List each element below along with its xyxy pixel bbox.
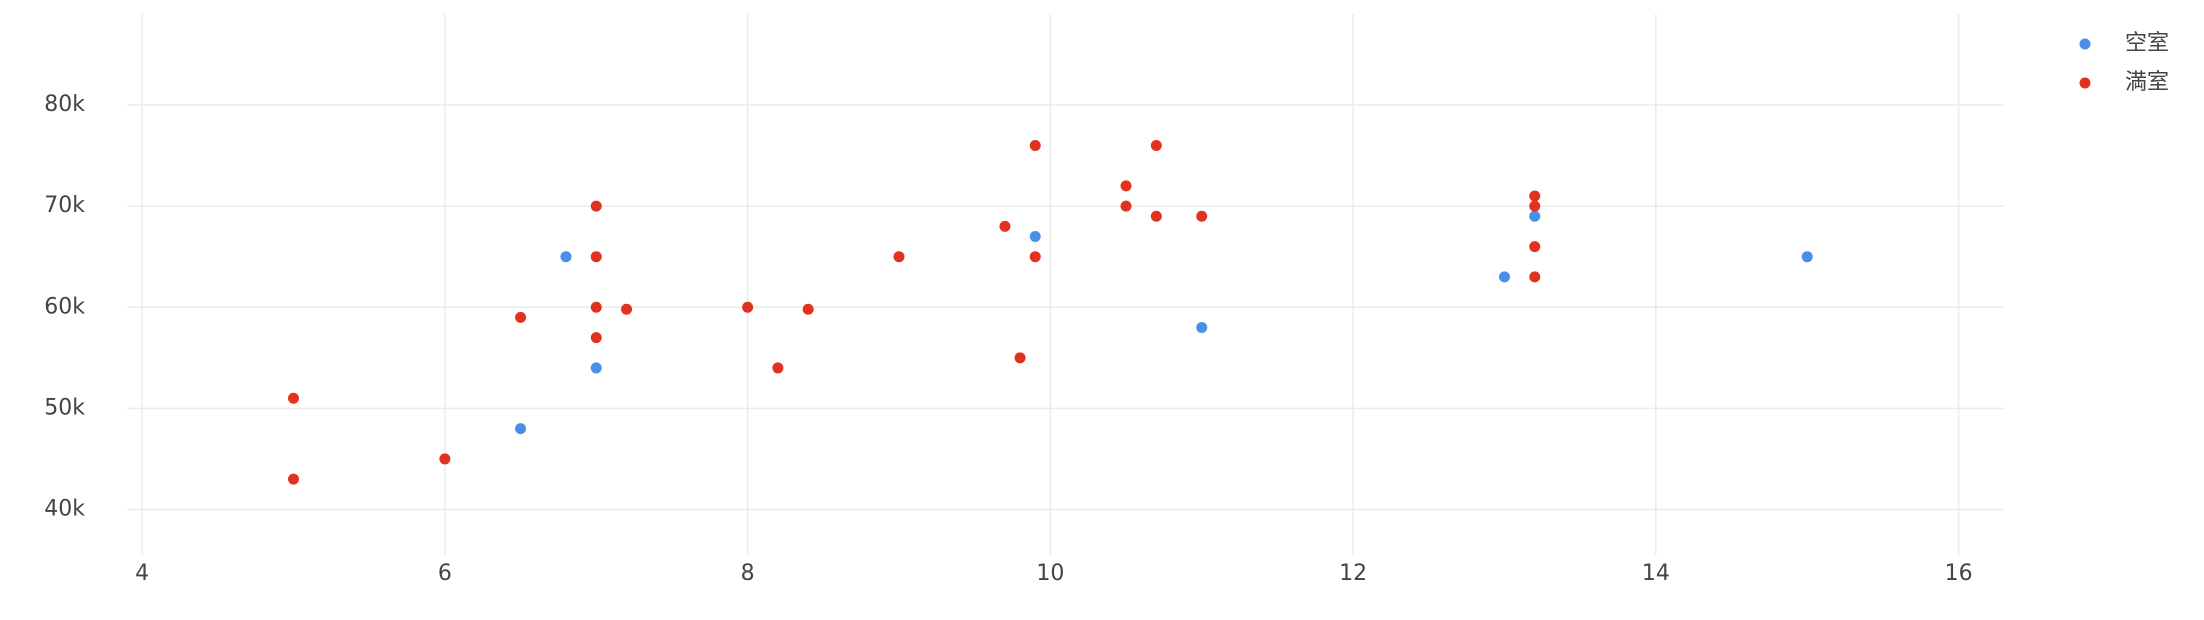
x-tick-label: 6 (438, 561, 452, 586)
y-tick-label: 40k (44, 496, 85, 521)
y-tick-label: 60k (44, 294, 85, 319)
point (1120, 200, 1132, 212)
point (1150, 210, 1162, 222)
point (590, 332, 602, 344)
legend-marker (2079, 77, 2091, 89)
point (1029, 251, 1041, 263)
legend-label: 空室 (2125, 31, 2169, 56)
point (590, 301, 602, 313)
point (590, 200, 602, 212)
point (1150, 139, 1162, 151)
x-tick-label: 16 (1945, 561, 1973, 586)
x-tick-label: 10 (1036, 561, 1064, 586)
point (1529, 200, 1541, 212)
point (1196, 321, 1208, 333)
point (560, 251, 572, 263)
point (1196, 210, 1208, 222)
point (999, 220, 1011, 232)
point (1498, 271, 1510, 283)
point (1029, 139, 1041, 151)
point (1014, 352, 1026, 364)
point (621, 303, 633, 315)
point (288, 473, 300, 485)
point (742, 301, 754, 313)
point (893, 251, 905, 263)
point (1529, 190, 1541, 202)
x-tick-label: 4 (135, 561, 149, 586)
y-tick-label: 70k (44, 193, 85, 218)
point (1529, 210, 1541, 222)
point (1029, 230, 1041, 242)
x-tick-label: 14 (1642, 561, 1670, 586)
point (1529, 271, 1541, 283)
point (439, 453, 451, 465)
legend-label: 満室 (2125, 70, 2169, 95)
legend-marker (2079, 38, 2091, 50)
x-tick-label: 8 (741, 561, 755, 586)
point (802, 303, 814, 315)
y-tick-label: 50k (44, 395, 85, 420)
x-tick-label: 12 (1339, 561, 1367, 586)
point (590, 362, 602, 374)
point (772, 362, 784, 374)
point (515, 423, 527, 435)
point (1529, 241, 1541, 253)
point (1120, 180, 1132, 192)
point (1801, 251, 1813, 263)
y-tick-label: 80k (44, 92, 85, 117)
point (515, 311, 527, 323)
point (288, 392, 300, 404)
point (590, 251, 602, 263)
